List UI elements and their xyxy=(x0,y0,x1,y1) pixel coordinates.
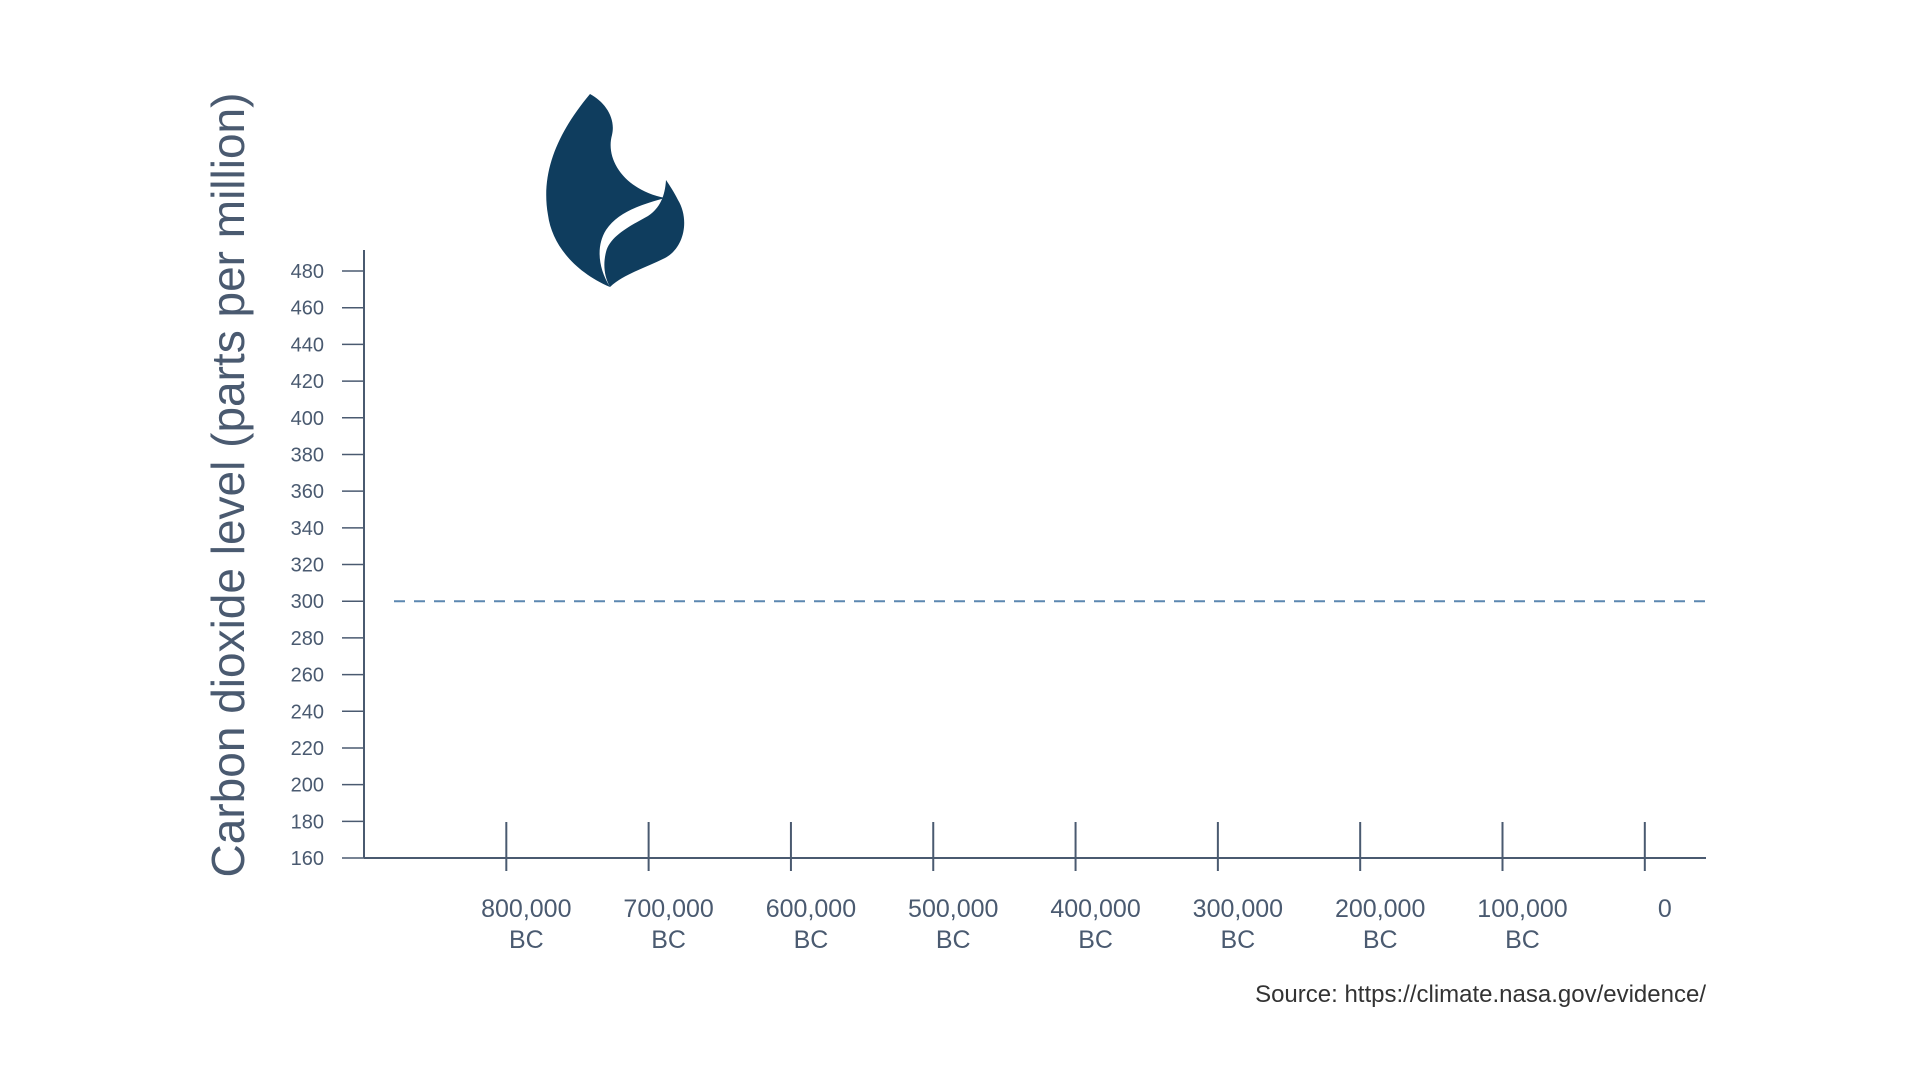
x-tick-label: 400,000 xyxy=(1050,895,1140,923)
y-tick-label: 420 xyxy=(291,371,324,393)
x-tick-label: 0 xyxy=(1658,895,1672,923)
x-tick-label-era: BC xyxy=(936,926,971,954)
x-tick-label-era: BC xyxy=(509,926,544,954)
y-tick-label: 180 xyxy=(291,811,324,833)
y-tick-label: 360 xyxy=(291,481,324,503)
x-tick-label: 600,000 xyxy=(766,895,856,923)
y-axis: 160 180 200 220 240 260 280 300 320 340 360 380 400 4… xyxy=(291,250,365,870)
x-tick-label: 800,000 xyxy=(481,895,571,923)
y-axis-title: Carbon dioxide level (parts per million) xyxy=(202,93,254,878)
x-tick-label: 500,000 xyxy=(908,895,998,923)
y-tick-label: 260 xyxy=(291,665,324,687)
x-tick-label-era: BC xyxy=(1078,926,1113,954)
x-tick-label-era: BC xyxy=(794,926,829,954)
x-tick-label: 700,000 xyxy=(623,895,713,923)
y-tick-label: 320 xyxy=(291,555,324,577)
x-axis: 800,000 BC 700,000 BC 600,000 BC 500,000 BC 400,… xyxy=(364,822,1706,954)
source-note: Source: https://climate.nasa.gov/evidenc… xyxy=(1255,981,1706,1008)
x-tick-label-era: BC xyxy=(1505,926,1540,954)
y-tick-label: 340 xyxy=(291,518,324,540)
x-tick-label: 100,000 xyxy=(1477,895,1567,923)
x-tick-label-era: BC xyxy=(1363,926,1398,954)
y-tick-label: 380 xyxy=(291,444,324,466)
y-tick-label: 160 xyxy=(291,848,324,870)
y-tick-label: 440 xyxy=(291,334,324,356)
y-tick-label: 200 xyxy=(291,775,324,797)
x-tick-label-era: BC xyxy=(1221,926,1256,954)
y-tick-label: 220 xyxy=(291,738,324,760)
x-tick-label: 300,000 xyxy=(1193,895,1283,923)
y-tick-label: 240 xyxy=(291,701,324,723)
flame-icon xyxy=(546,94,685,287)
x-tick-label: 200,000 xyxy=(1335,895,1425,923)
x-tick-label-era: BC xyxy=(651,926,686,954)
y-tick-label: 480 xyxy=(291,261,324,283)
y-tick-label: 460 xyxy=(291,298,324,320)
y-tick-label: 280 xyxy=(291,628,324,650)
y-tick-label: 400 xyxy=(291,408,324,430)
y-tick-label: 300 xyxy=(291,591,324,613)
